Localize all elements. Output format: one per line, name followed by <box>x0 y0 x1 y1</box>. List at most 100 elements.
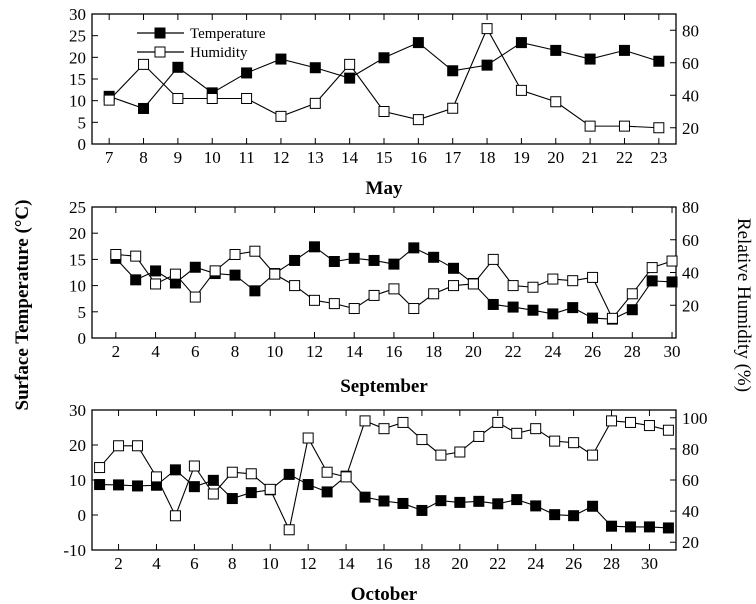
x-tick-label: 18 <box>413 554 430 573</box>
x-tick-label: 22 <box>505 342 522 361</box>
series-point-temperature <box>359 491 371 503</box>
series-point-temperature <box>169 464 181 476</box>
series-point-temperature <box>550 44 562 56</box>
legend: Temperature Humidity <box>137 26 266 61</box>
x-tick-label: 26 <box>565 554 582 573</box>
series-point-humidity <box>624 416 636 428</box>
y-right-tick-label: 20 <box>682 533 699 552</box>
series-point-humidity <box>308 294 320 306</box>
series-point-temperature <box>646 275 658 287</box>
series-point-humidity <box>587 449 599 461</box>
y-left-tick-label: 20 <box>69 436 86 455</box>
series-point-temperature <box>378 495 390 507</box>
series-point-humidity <box>359 415 371 427</box>
series-point-temperature <box>368 254 380 266</box>
x-tick-label: 6 <box>191 342 200 361</box>
x-tick-label: 4 <box>152 554 161 573</box>
series-point-humidity <box>189 291 201 303</box>
series-point-temperature <box>587 312 599 324</box>
series-point-temperature <box>308 241 320 253</box>
series-point-temperature <box>666 276 678 288</box>
series-point-humidity <box>209 265 221 277</box>
series-point-temperature <box>283 468 295 480</box>
series-point-humidity <box>150 278 162 290</box>
y-right-tick-label: 40 <box>682 86 699 105</box>
series-point-humidity <box>103 94 115 106</box>
x-tick-label: 12 <box>306 342 323 361</box>
series-point-temperature <box>530 500 542 512</box>
y-left-tick-label: 10 <box>69 92 86 111</box>
series-point-humidity <box>302 432 314 444</box>
x-tick-label: 21 <box>582 148 599 167</box>
y-left-tick-label: 0 <box>78 329 87 348</box>
x-axis-label-may: May <box>366 178 403 199</box>
x-tick-label: 28 <box>603 554 620 573</box>
chart-panel-october: 2 4 6 8 10 12 14 16 18 20 22 24 26 28 30-1001020302040… <box>63 401 707 604</box>
series-point-temperature <box>448 262 460 274</box>
series-point-temperature <box>547 308 559 320</box>
series-point-temperature <box>207 474 219 486</box>
series-point-humidity <box>348 303 360 315</box>
x-tick-label: 12 <box>272 148 289 167</box>
x-tick-label: 14 <box>341 148 359 167</box>
chart-panel-may: 7 8 9 10 11 12 13 14 15 16 17 18 19 20 21 22 23 0 5 10 15 20 2… <box>69 5 699 199</box>
series-point-humidity <box>507 280 519 292</box>
y-left-tick-label: 10 <box>69 277 86 296</box>
series-point-humidity <box>110 248 122 260</box>
y-right-tick-label: 60 <box>682 471 699 490</box>
series-point-temperature <box>568 510 580 522</box>
y-right-tick-label: 100 <box>682 409 708 428</box>
series-point-temperature <box>113 479 125 491</box>
series-point-temperature <box>408 242 420 254</box>
x-tick-label: 8 <box>231 342 240 361</box>
series-point-temperature <box>435 495 447 507</box>
x-tick-label: 16 <box>385 342 402 361</box>
series-point-humidity <box>447 102 459 114</box>
series-point-humidity <box>269 268 281 280</box>
y-right-tick-label: 60 <box>682 231 699 250</box>
y-left-tick-label: -10 <box>63 541 86 560</box>
series-point-humidity <box>428 288 440 300</box>
series-point-temperature <box>481 59 493 71</box>
series-point-humidity <box>130 250 142 262</box>
series-point-humidity <box>584 120 596 132</box>
series-point-humidity <box>550 96 562 108</box>
series-line-temperature <box>115 246 673 320</box>
x-tick-label: 7 <box>105 148 114 167</box>
y-left-tick-label: 0 <box>78 506 87 525</box>
series-point-humidity <box>328 298 340 310</box>
series-point-humidity <box>264 483 276 495</box>
series-point-temperature <box>527 304 539 316</box>
series-point-temperature <box>132 480 144 492</box>
x-tick-label: 2 <box>112 342 121 361</box>
series-point-humidity <box>113 440 125 452</box>
series-point-temperature <box>378 52 390 64</box>
series-point-temperature <box>515 37 527 49</box>
x-tick-label: 6 <box>190 554 199 573</box>
series-point-temperature <box>344 72 356 84</box>
y-left-tick-label: 5 <box>78 303 87 322</box>
x-tick-label: 10 <box>204 148 221 167</box>
x-tick-label: 15 <box>376 148 393 167</box>
series-point-humidity <box>378 106 390 117</box>
series-point-humidity <box>229 248 241 260</box>
series-point-humidity <box>94 462 106 474</box>
series-point-temperature <box>626 304 638 316</box>
x-tick-label: 14 <box>338 554 356 573</box>
series-point-humidity <box>527 281 539 293</box>
series-point-humidity <box>169 510 181 522</box>
series-point-humidity <box>340 471 352 483</box>
x-tick-label: 24 <box>544 342 562 361</box>
y-left-tick-label: 5 <box>78 113 87 132</box>
x-tick-label: 10 <box>266 342 283 361</box>
series-point-humidity <box>241 93 253 104</box>
x-tick-label: 14 <box>346 342 364 361</box>
series-point-humidity <box>626 288 638 300</box>
series-point-temperature <box>245 487 257 499</box>
series-point-temperature <box>412 37 424 49</box>
series-point-humidity <box>511 427 523 439</box>
series-point-humidity <box>515 84 527 96</box>
series-point-temperature <box>249 285 261 297</box>
series-point-humidity <box>226 466 238 478</box>
series-point-temperature <box>492 498 504 510</box>
